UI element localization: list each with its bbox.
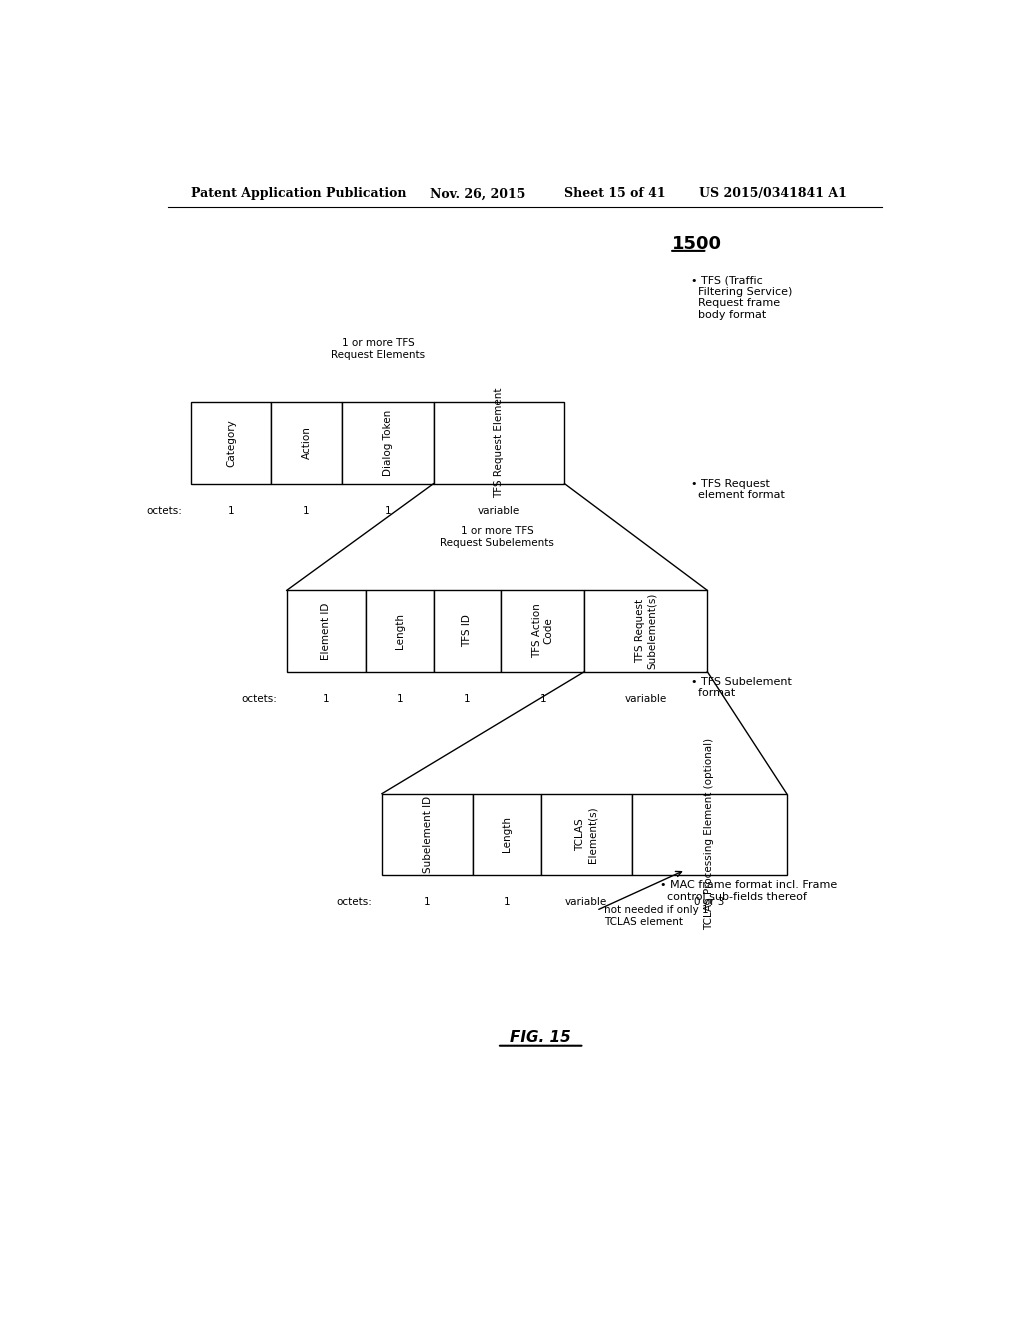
Text: TFS ID: TFS ID xyxy=(462,615,472,648)
Text: 1: 1 xyxy=(324,694,330,704)
Text: TCLAS Processing Element (optional): TCLAS Processing Element (optional) xyxy=(705,738,715,931)
Text: 1: 1 xyxy=(464,694,471,704)
Bar xyxy=(433,403,564,483)
Text: • TFS Request
  element format: • TFS Request element format xyxy=(691,479,785,500)
Text: 1: 1 xyxy=(540,694,546,704)
Text: TCLAS
Element(s): TCLAS Element(s) xyxy=(575,807,597,862)
Text: variable: variable xyxy=(625,694,667,704)
Text: Nov. 26, 2015: Nov. 26, 2015 xyxy=(430,187,525,201)
Bar xyxy=(501,590,585,672)
Bar xyxy=(270,403,342,483)
Text: not needed if only 1
TCLAS element: not needed if only 1 TCLAS element xyxy=(604,906,709,927)
Bar xyxy=(473,793,541,875)
Text: 0 or 3: 0 or 3 xyxy=(694,898,725,907)
Text: 1500: 1500 xyxy=(672,235,722,252)
Bar xyxy=(287,590,367,672)
Text: 1: 1 xyxy=(228,506,234,516)
Bar xyxy=(342,403,433,483)
Bar xyxy=(191,403,270,483)
Text: Action: Action xyxy=(301,426,311,459)
Text: octets:: octets: xyxy=(242,694,278,704)
Text: Category: Category xyxy=(226,420,237,467)
Text: Dialog Token: Dialog Token xyxy=(383,411,393,477)
Bar xyxy=(632,793,786,875)
Text: 1 or more TFS
Request Subelements: 1 or more TFS Request Subelements xyxy=(440,527,554,548)
Text: Subelement ID: Subelement ID xyxy=(423,796,432,873)
Text: FIG. 15: FIG. 15 xyxy=(510,1030,571,1045)
Text: Length: Length xyxy=(395,612,404,649)
Text: TFS Request
Subelement(s): TFS Request Subelement(s) xyxy=(635,593,656,669)
Text: variable: variable xyxy=(565,898,607,907)
Text: TFS Action
Code: TFS Action Code xyxy=(531,603,553,659)
Bar xyxy=(585,590,708,672)
Text: octets:: octets: xyxy=(146,506,182,516)
Text: Sheet 15 of 41: Sheet 15 of 41 xyxy=(564,187,666,201)
Text: octets:: octets: xyxy=(337,898,373,907)
Text: • TFS Subelement
  format: • TFS Subelement format xyxy=(691,677,793,698)
Text: US 2015/0341841 A1: US 2015/0341841 A1 xyxy=(699,187,847,201)
Text: variable: variable xyxy=(478,506,520,516)
Bar xyxy=(382,793,473,875)
Text: Length: Length xyxy=(502,816,512,853)
Text: 1: 1 xyxy=(303,506,310,516)
Text: • TFS (Traffic
  Filtering Service)
  Request frame
  body format: • TFS (Traffic Filtering Service) Reques… xyxy=(691,276,793,319)
Text: TFS Request Element: TFS Request Element xyxy=(494,388,504,498)
Text: • MAC frame format incl. Frame
  control sub-fields thereof: • MAC frame format incl. Frame control s… xyxy=(659,880,837,902)
Bar xyxy=(433,590,501,672)
Bar xyxy=(541,793,632,875)
Text: 1: 1 xyxy=(396,694,403,704)
Text: 1: 1 xyxy=(504,898,510,907)
Bar xyxy=(367,590,433,672)
Text: 1: 1 xyxy=(424,898,431,907)
Text: Element ID: Element ID xyxy=(322,602,332,660)
Text: 1: 1 xyxy=(385,506,391,516)
Text: Patent Application Publication: Patent Application Publication xyxy=(191,187,407,201)
Text: 1 or more TFS
Request Elements: 1 or more TFS Request Elements xyxy=(331,338,425,359)
